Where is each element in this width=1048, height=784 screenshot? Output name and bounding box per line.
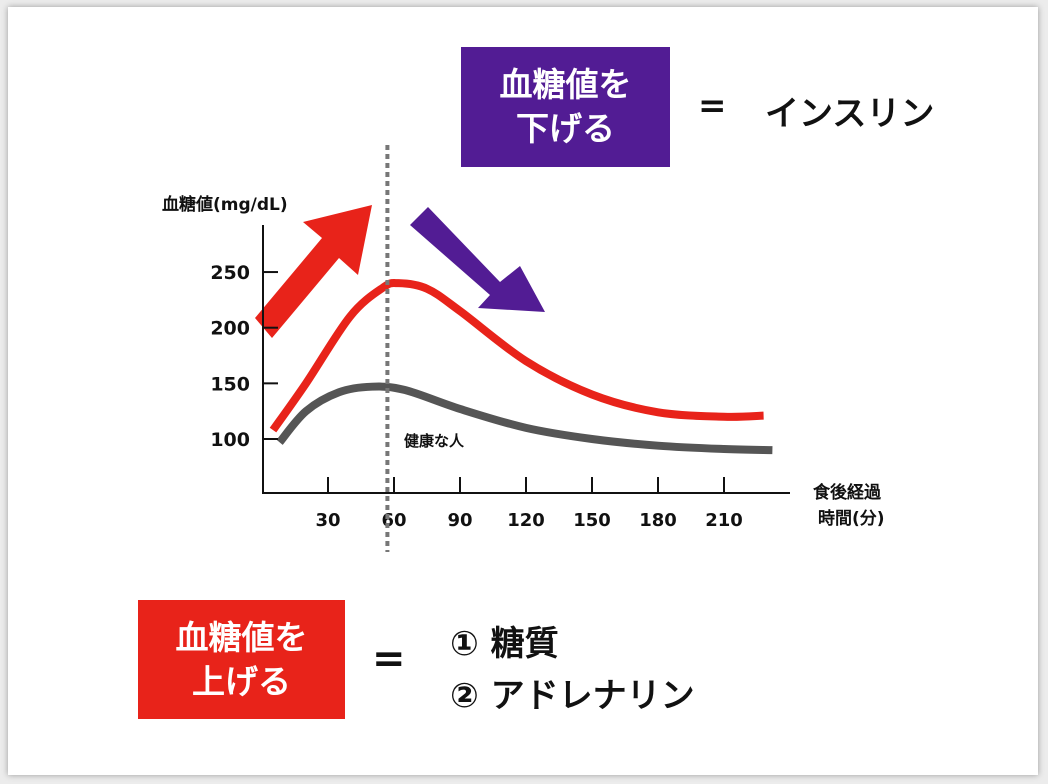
equals-sign: = — [698, 86, 727, 126]
list-item-sugar: ① 糖質 — [450, 624, 559, 664]
healthy-person-annotation: 健康な人 — [404, 432, 465, 450]
y-tick-label: 100 — [210, 429, 250, 451]
lower-blood-sugar-box: 血糖値を 下げる — [461, 47, 670, 167]
x-tick-label: 210 — [705, 510, 743, 531]
x-tick-label: 150 — [573, 510, 611, 531]
x-tick-label: 180 — [639, 510, 677, 531]
y-tick-label: 150 — [210, 373, 250, 395]
box-line: 下げる — [516, 109, 615, 148]
x-tick-label: 120 — [507, 510, 545, 531]
x-tick-label: 90 — [447, 510, 472, 531]
box-line: 血糖値を — [175, 617, 308, 657]
high-glucose-curve — [269, 279, 764, 433]
x-axis-label-line2: 時間(分) — [818, 508, 885, 529]
y-axis-label: 血糖値(mg/dL) — [162, 194, 288, 215]
x-tick-label: 30 — [315, 510, 340, 531]
raise-blood-sugar-box: 血糖値を 上げる — [138, 600, 345, 719]
y-tick-label: 250 — [210, 262, 250, 284]
healthy-curve — [276, 382, 773, 455]
insulin-label: インスリン — [765, 94, 935, 134]
equals-sign: = — [372, 636, 406, 682]
up-arrow — [255, 205, 372, 338]
box-line: 血糖値を — [499, 65, 632, 104]
box-line: 上げる — [192, 661, 291, 701]
x-tick-label: 60 — [381, 510, 406, 531]
x-axis-label-line1: 食後経過 — [813, 482, 882, 503]
down-arrow — [410, 207, 545, 312]
list-item-adrenaline: ② アドレナリン — [450, 676, 695, 716]
y-tick-label: 200 — [210, 318, 250, 340]
